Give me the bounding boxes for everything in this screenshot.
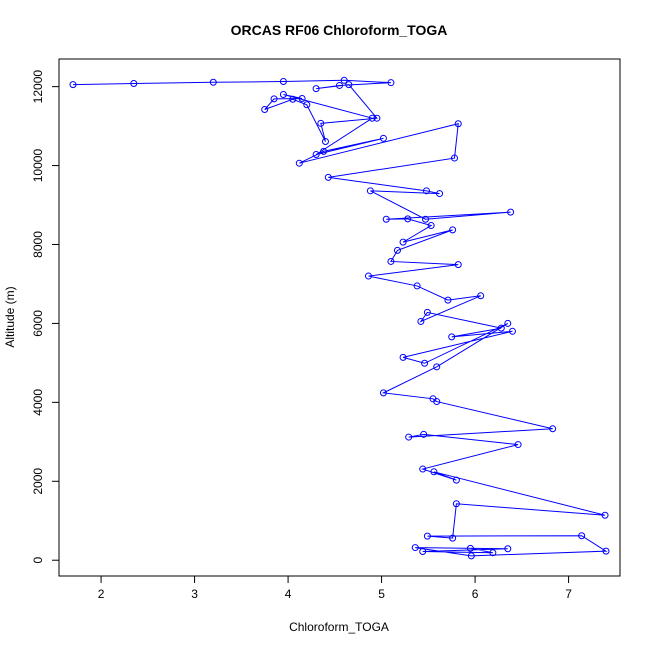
data-point bbox=[404, 215, 412, 223]
data-point bbox=[399, 238, 407, 246]
plot-frame bbox=[58, 58, 621, 577]
data-point bbox=[444, 296, 452, 304]
data-point bbox=[504, 319, 512, 327]
y-tick-label: 8000 bbox=[31, 231, 45, 258]
series-line bbox=[73, 79, 608, 557]
x-tick-label: 3 bbox=[191, 587, 198, 601]
x-axis-label: Chloroform_TOGA bbox=[289, 620, 389, 634]
data-point bbox=[430, 468, 438, 476]
data-point bbox=[366, 187, 374, 195]
x-tick-label: 4 bbox=[285, 587, 292, 601]
x-tick-label: 5 bbox=[378, 587, 385, 601]
data-point bbox=[449, 226, 457, 234]
y-tick-label: 2000 bbox=[31, 468, 45, 495]
x-tick-label: 6 bbox=[472, 587, 479, 601]
data-point bbox=[387, 257, 395, 265]
data-point bbox=[436, 190, 444, 198]
data-point bbox=[413, 282, 421, 290]
data-point bbox=[427, 222, 435, 230]
series-group bbox=[69, 76, 610, 560]
data-point bbox=[295, 159, 303, 167]
data-point bbox=[449, 534, 457, 542]
data-point bbox=[466, 544, 474, 552]
data-point bbox=[419, 465, 427, 473]
data-point bbox=[405, 433, 413, 441]
data-point bbox=[298, 94, 306, 102]
data-point bbox=[549, 425, 557, 433]
data-point bbox=[411, 544, 419, 552]
data-point bbox=[345, 81, 353, 89]
y-axis-label: Altitude (m) bbox=[3, 286, 17, 347]
y-axis: 0 2000 4000 6000 8000 10000 12000 bbox=[31, 70, 59, 564]
data-point bbox=[209, 78, 217, 86]
data-point bbox=[452, 500, 460, 508]
data-point bbox=[289, 95, 297, 103]
data-point bbox=[421, 359, 429, 367]
data-point bbox=[130, 79, 138, 87]
data-point bbox=[382, 215, 390, 223]
y-tick-label: 4000 bbox=[31, 389, 45, 416]
data-point bbox=[448, 333, 456, 341]
data-point bbox=[312, 85, 320, 93]
y-tick-label: 10000 bbox=[31, 149, 45, 183]
data-point bbox=[261, 106, 269, 114]
x-axis: 2 3 4 5 6 7 bbox=[98, 576, 572, 601]
data-point bbox=[497, 324, 505, 332]
chart-title: ORCAS RF06 Chloroform_TOGA bbox=[231, 22, 448, 38]
data-point bbox=[454, 261, 462, 269]
data-point bbox=[514, 441, 522, 449]
data-point bbox=[419, 548, 427, 556]
data-point bbox=[467, 552, 475, 560]
data-point bbox=[422, 215, 430, 223]
data-point bbox=[387, 79, 395, 87]
data-point bbox=[312, 151, 320, 159]
y-tick-label: 12000 bbox=[31, 70, 45, 104]
data-point bbox=[433, 398, 441, 406]
data-point bbox=[451, 154, 459, 162]
data-point bbox=[368, 114, 376, 122]
data-point bbox=[321, 137, 329, 145]
data-point bbox=[504, 545, 512, 553]
data-point bbox=[303, 101, 311, 109]
data-point bbox=[420, 430, 428, 438]
data-point bbox=[602, 547, 610, 555]
data-point bbox=[477, 292, 485, 300]
data-point bbox=[452, 476, 460, 484]
data-point bbox=[279, 91, 287, 99]
data-point bbox=[433, 363, 441, 371]
data-point bbox=[364, 272, 372, 280]
data-point bbox=[373, 114, 381, 122]
data-point bbox=[270, 95, 278, 103]
data-point bbox=[417, 317, 425, 325]
data-point bbox=[423, 308, 431, 316]
data-point bbox=[320, 147, 328, 155]
data-point bbox=[507, 208, 515, 216]
y-tick-label: 6000 bbox=[31, 310, 45, 337]
data-point bbox=[324, 173, 332, 181]
data-point bbox=[578, 532, 586, 540]
data-point bbox=[423, 532, 431, 540]
data-point bbox=[422, 187, 430, 195]
data-point bbox=[399, 353, 407, 361]
data-point bbox=[454, 120, 462, 128]
data-point bbox=[279, 78, 287, 85]
data-point bbox=[69, 81, 77, 89]
data-point bbox=[317, 119, 325, 127]
x-tick-label: 2 bbox=[98, 587, 105, 601]
data-point bbox=[379, 134, 387, 142]
data-point bbox=[393, 246, 401, 254]
data-point bbox=[601, 511, 609, 519]
data-point bbox=[340, 76, 348, 84]
data-point bbox=[336, 81, 343, 89]
data-point bbox=[508, 327, 516, 335]
data-point bbox=[379, 389, 387, 397]
x-tick-label: 7 bbox=[565, 587, 572, 601]
y-tick-label: 0 bbox=[31, 557, 45, 564]
data-point bbox=[489, 549, 497, 557]
